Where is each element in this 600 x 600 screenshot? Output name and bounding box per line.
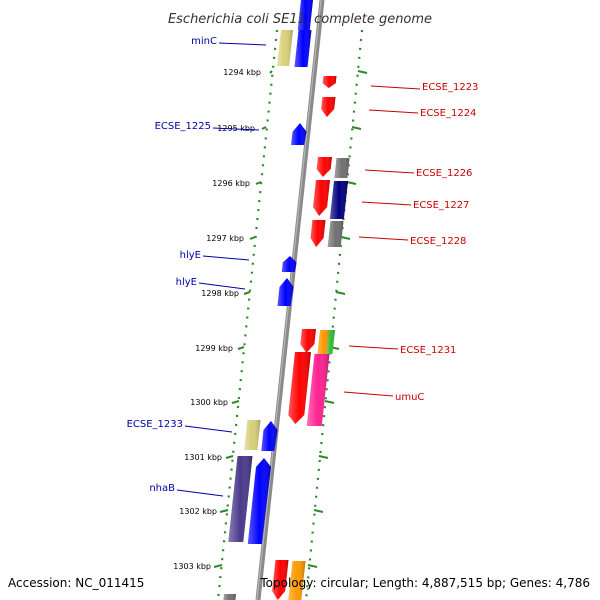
leader-layer xyxy=(176,42,421,497)
tick-mark-left xyxy=(213,564,223,568)
label-leader-line xyxy=(364,169,415,174)
gene-label: ECSE_1223 xyxy=(422,82,478,93)
tick-label: 1295 kbp xyxy=(217,124,255,133)
gene-layer xyxy=(223,0,350,600)
gene-feature-shade xyxy=(327,221,344,247)
gene-label: nhaB xyxy=(149,483,175,494)
gene-feature-shade xyxy=(288,561,306,600)
gene-feature-shade xyxy=(277,30,293,66)
label-leader-line xyxy=(212,127,260,131)
gene-feature-shade xyxy=(297,0,313,30)
topology-text: Topology: circular; Length: 4,887,515 bp… xyxy=(259,576,590,590)
gene-feature-shade xyxy=(300,329,316,353)
tick-mark-left xyxy=(219,509,229,513)
gene-feature-shade xyxy=(326,330,335,354)
tick-mark-left xyxy=(231,400,240,404)
gene-feature-shade xyxy=(223,594,236,600)
gene-feature-shade xyxy=(291,123,307,145)
gene-feature-shade xyxy=(334,158,350,178)
tick-mark-left xyxy=(225,455,234,459)
label-leader-line xyxy=(184,425,233,433)
tick-layer: 1294 kbp 1295 kbp 1296 kbp 1297 kbp 1298 kbp… xyxy=(173,68,368,571)
gene-label: ECSE_1226 xyxy=(416,168,472,179)
label-leader-line xyxy=(370,85,421,90)
tick-mark-right xyxy=(357,70,368,74)
gene-feature-shade xyxy=(329,181,348,219)
tick-label: 1299 kbp xyxy=(195,344,233,353)
gene-label: ECSE_1225 xyxy=(155,121,211,132)
gene-feature-shade xyxy=(272,560,289,600)
label-leader-line xyxy=(343,391,394,397)
tick-mark-left xyxy=(261,126,267,130)
gene-feature-shade xyxy=(247,458,271,544)
tick-mark-right xyxy=(335,291,346,295)
tick-label: 1301 kbp xyxy=(184,453,222,462)
gene-label: ECSE_1227 xyxy=(413,200,469,211)
tick-mark-right xyxy=(346,181,357,185)
label-leader-line xyxy=(202,255,250,261)
gene-feature-shade xyxy=(317,330,330,354)
gene-label: minC xyxy=(191,36,217,47)
gene-feature-shade xyxy=(321,97,336,117)
tick-label: 1296 kbp xyxy=(212,179,250,188)
gene-feature-shade xyxy=(277,278,294,306)
label-layer: minC ECSE_1225 hlyE hlyE ECSE_1233 nhaB ECSE_1… xyxy=(127,36,479,494)
tick-label: 1297 kbp xyxy=(206,234,244,243)
gene-label: ECSE_1233 xyxy=(127,419,183,430)
accession-text: Accession: NC_011415 xyxy=(8,576,144,590)
gene-feature-shade xyxy=(288,352,311,424)
tick-label: 1294 kbp xyxy=(223,68,261,77)
track-outline-right xyxy=(304,29,364,600)
gene-feature-shade xyxy=(313,180,330,216)
label-leader-line xyxy=(358,236,409,241)
tick-label: 1300 kbp xyxy=(190,398,228,407)
label-leader-line xyxy=(361,201,412,206)
tick-mark-right xyxy=(340,236,351,240)
tick-mark-right xyxy=(351,126,362,130)
tick-label: 1302 kbp xyxy=(179,507,217,516)
label-leader-line xyxy=(176,489,224,497)
gene-label: hlyE xyxy=(176,277,197,288)
tick-mark-right xyxy=(313,509,324,513)
gene-label: ECSE_1231 xyxy=(400,345,456,356)
track-outline xyxy=(216,29,364,600)
gene-feature-shade xyxy=(310,220,326,247)
gene-feature-shade xyxy=(281,256,297,272)
gene-feature-shade xyxy=(316,157,332,177)
map-title: Escherichia coli SE11, complete genome xyxy=(168,12,432,27)
gene-label: hlyE xyxy=(180,250,201,261)
label-leader-line xyxy=(198,282,246,290)
gene-label: ECSE_1228 xyxy=(410,236,466,247)
tick-mark-left xyxy=(243,291,251,295)
tick-mark-left xyxy=(269,70,273,74)
gene-label: ECSE_1224 xyxy=(420,108,476,119)
gene-label: umuC xyxy=(395,392,424,403)
tick-label: 1303 kbp xyxy=(173,562,211,571)
gene-feature-shade xyxy=(306,354,330,426)
gene-feature-shade xyxy=(228,456,253,542)
tick-label: 1298 kbp xyxy=(201,289,239,298)
tick-mark-left xyxy=(237,346,245,350)
tick-mark-left xyxy=(255,181,262,185)
tick-mark-right xyxy=(307,564,318,568)
label-leader-line xyxy=(368,109,419,114)
tick-mark-right xyxy=(318,455,329,459)
track-outline-left xyxy=(216,29,279,600)
tick-mark-left xyxy=(249,236,256,240)
gene-feature-shade xyxy=(244,420,261,450)
gene-feature-shade xyxy=(322,76,337,88)
gene-feature-shade xyxy=(261,421,278,451)
label-leader-line xyxy=(218,42,267,46)
gene-feature-shade xyxy=(294,30,312,67)
tick-mark-right xyxy=(324,400,335,404)
label-leader-line xyxy=(348,345,399,350)
